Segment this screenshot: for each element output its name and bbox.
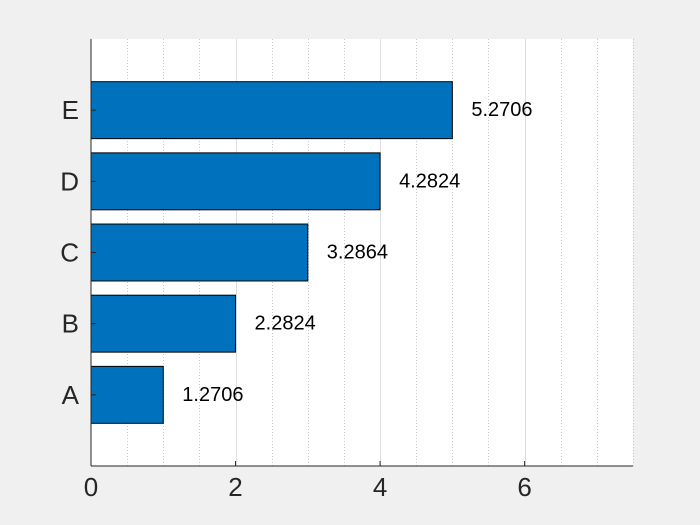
data-labels: 1.2706 2.2824 3.2864 4.2824 5.2706 [182,99,532,406]
y-tick-label-E: E [62,95,79,125]
x-tick-label-1: 2 [228,472,242,502]
x-tick-label-0: 0 [84,472,98,502]
x-tick-label-3: 6 [517,472,531,502]
bar-A [90,365,164,424]
data-label-B: 2.2824 [255,313,316,335]
y-tick-label-A: A [62,380,80,410]
data-label-A: 1.2706 [182,384,243,406]
y-tick-label-C: C [60,238,79,268]
bar-E [90,81,453,140]
bar-D [90,152,381,211]
data-label-C: 3.2864 [327,242,388,264]
bar-B [90,294,237,353]
x-tick-label-2: 4 [373,472,387,502]
bar-C [90,223,309,282]
y-tick-label-D: D [60,166,79,196]
y-tick-label-B: B [62,309,79,339]
data-label-D: 4.2824 [399,170,460,192]
y-tick-labels: A B C D E [60,95,79,410]
bars [90,81,453,424]
data-label-E: 5.2706 [471,99,532,121]
x-tick-labels: 0 2 4 6 [84,472,532,502]
axes [90,39,633,467]
